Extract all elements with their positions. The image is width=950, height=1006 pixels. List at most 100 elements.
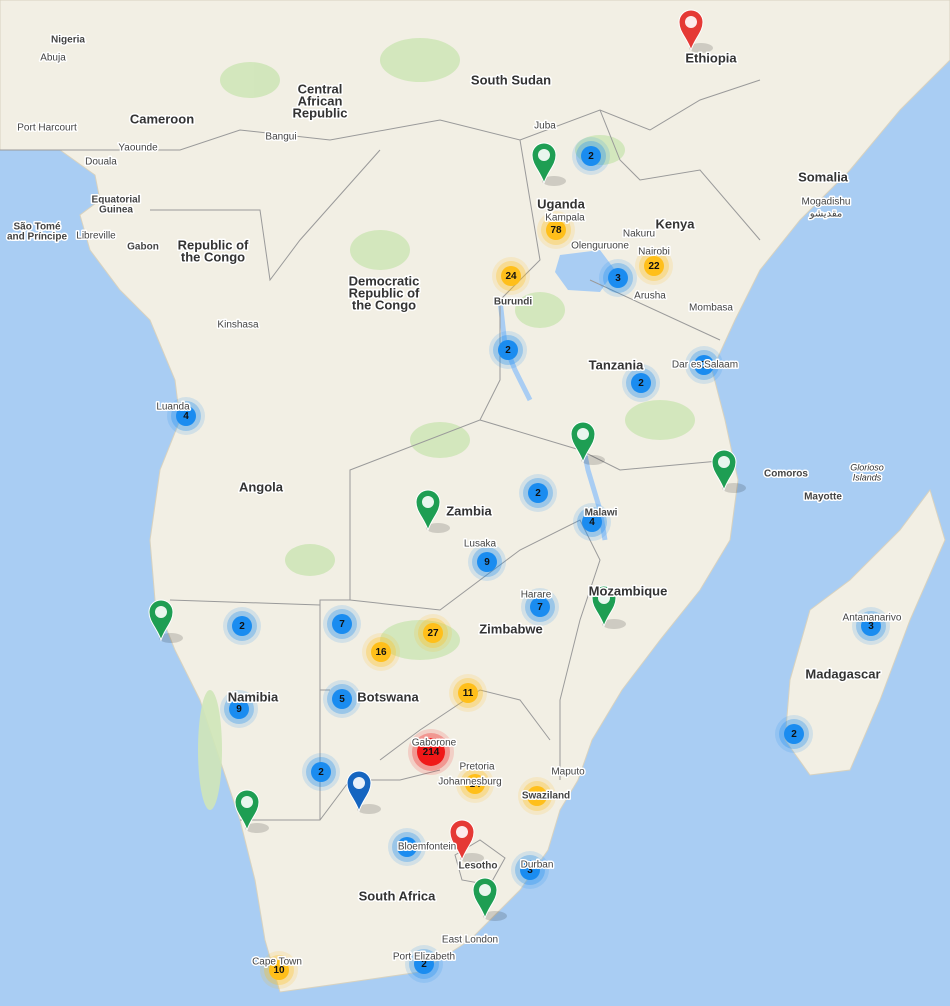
place-label: Cape Town [252, 957, 302, 968]
cluster[interactable]: 3 [599, 259, 637, 297]
cluster-dot [332, 689, 352, 709]
cluster-count: 4 [589, 517, 595, 528]
pin-shadow [602, 619, 626, 629]
cluster-count: 214 [423, 747, 440, 758]
place-label: Gabon [127, 242, 159, 253]
labels: Nigeria Abuja Port Harcourt Cameroon Yaounde… [5, 33, 903, 969]
cluster[interactable]: 3 [852, 607, 890, 645]
cluster[interactable]: 2 [775, 715, 813, 753]
place-label: Madagascar [805, 666, 880, 681]
pin[interactable] [415, 489, 441, 532]
cluster[interactable]: 7 [323, 605, 361, 643]
pin[interactable] [591, 585, 617, 628]
cluster[interactable]: 4 [167, 397, 205, 435]
place-label: Antananarivo [843, 613, 902, 624]
cluster-count: 2 [588, 151, 594, 162]
cluster[interactable]: 2 [622, 364, 660, 402]
place-label: Comoros [764, 469, 808, 480]
cluster[interactable]: 16 [362, 633, 400, 671]
place-label: مقديشو [809, 209, 843, 220]
place-label: Maputo [551, 767, 585, 778]
cluster-count: 3 [868, 621, 874, 632]
pin[interactable] [570, 421, 596, 464]
place-label: Bangui [265, 132, 296, 143]
place-label: Bloemfontein [398, 842, 456, 853]
pin[interactable] [234, 789, 260, 832]
place-label: Kampala [545, 213, 585, 224]
place-label: Zambia [446, 503, 492, 518]
place-label: Nakuru [623, 229, 655, 240]
cluster[interactable]: 24 [492, 257, 530, 295]
cluster-dot [477, 552, 497, 572]
pin-icon [353, 777, 365, 789]
pin-shadow [689, 43, 713, 53]
cluster-count: 16 [375, 647, 387, 658]
cluster-dot [861, 616, 881, 636]
pin-icon [718, 456, 730, 468]
cluster[interactable]: 27 [414, 614, 452, 652]
cluster-count: 2 [535, 488, 541, 499]
cluster[interactable]: 2 [302, 753, 340, 791]
place-label: East London [442, 935, 498, 946]
cluster[interactable]: 2 [489, 331, 527, 369]
cluster[interactable]: 2 [572, 137, 610, 175]
cluster-count: 2 [638, 378, 644, 389]
cluster[interactable]: 3 [511, 851, 549, 889]
cluster[interactable]: 2 [223, 607, 261, 645]
place-label: Mombasa [689, 303, 733, 314]
cluster-count: 2 [318, 767, 324, 778]
cluster[interactable]: 10 [518, 777, 556, 815]
cluster[interactable]: 10 [260, 951, 298, 989]
cluster-dot [397, 837, 417, 857]
cluster[interactable]: 7 [521, 588, 559, 626]
place-label: Central [298, 81, 343, 96]
cluster[interactable]: 78 [537, 211, 575, 249]
cluster[interactable]: 7 [685, 346, 723, 384]
place-label: Democratic [349, 273, 420, 288]
place-label: Islands [853, 472, 882, 482]
place-label: Lusaka [464, 539, 497, 550]
pin-shadow [581, 455, 605, 465]
pin[interactable] [678, 9, 704, 52]
pin[interactable] [472, 877, 498, 920]
cluster-dot [608, 268, 628, 288]
cluster-dot [644, 256, 664, 276]
cluster-count: 3 [615, 273, 621, 284]
pin[interactable] [449, 819, 475, 862]
pin[interactable] [711, 449, 737, 492]
cluster[interactable]: 4 [573, 503, 611, 541]
place-label: Cameroon [130, 111, 194, 126]
pin[interactable] [148, 599, 174, 642]
place-label: Port Harcourt [17, 123, 77, 134]
cluster[interactable]: 14 [456, 765, 494, 803]
place-label: Glorioso [850, 462, 884, 472]
place-label: African [298, 93, 343, 108]
place-label: Johannesburg [438, 777, 501, 788]
cluster[interactable]: 2 [388, 828, 426, 866]
pin[interactable] [531, 142, 557, 185]
cluster-count: 2 [505, 345, 511, 356]
cluster[interactable]: 11 [449, 674, 487, 712]
place-label: Libreville [76, 231, 116, 242]
cluster[interactable]: 9 [220, 690, 258, 728]
cluster-count: 9 [236, 704, 242, 715]
cluster-count: 7 [537, 602, 543, 613]
place-label: Republic [293, 105, 348, 120]
cluster[interactable]: 9 [468, 543, 506, 581]
cluster[interactable]: 2 [405, 945, 443, 983]
pin-icon [685, 16, 697, 28]
pin[interactable] [346, 770, 372, 813]
place-label: Swaziland [522, 791, 570, 802]
cluster[interactable]: 2 [519, 474, 557, 512]
place-label: South Sudan [471, 72, 551, 87]
place-label: Zimbabwe [479, 621, 543, 636]
place-label: Gaborone [412, 738, 457, 749]
cluster[interactable]: 22 [635, 247, 673, 285]
cluster[interactable]: 5 [323, 680, 361, 718]
cluster-count: 3 [527, 865, 533, 876]
place-label: Lesotho [459, 861, 498, 872]
cluster[interactable]: 214 [408, 729, 454, 775]
